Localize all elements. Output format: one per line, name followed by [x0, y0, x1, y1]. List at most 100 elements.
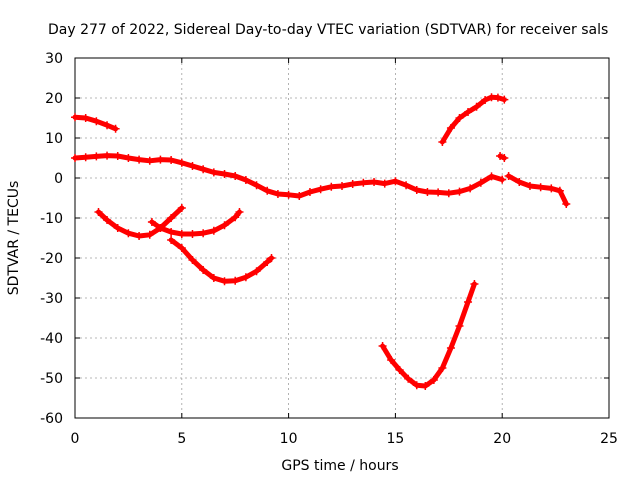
data-point — [124, 229, 133, 238]
data-point — [464, 298, 473, 306]
data-point — [470, 280, 479, 288]
data-point — [94, 208, 103, 216]
data-point — [71, 113, 79, 122]
data-point — [145, 230, 154, 239]
data-point — [500, 154, 509, 162]
data-point — [209, 226, 218, 235]
data-point — [273, 190, 282, 198]
data-point — [199, 229, 208, 238]
data-point — [338, 182, 346, 190]
data-point — [252, 267, 261, 276]
data-point — [525, 182, 534, 190]
series-arc-2 — [71, 151, 507, 200]
data-point — [455, 114, 464, 122]
data-point — [472, 102, 481, 111]
data-point — [438, 138, 447, 146]
data-point — [348, 180, 357, 188]
data-point — [231, 276, 240, 285]
data-point — [71, 154, 79, 162]
data-point — [380, 179, 389, 188]
data-point — [387, 356, 396, 364]
data-point — [446, 124, 455, 132]
data-point — [220, 221, 229, 230]
data-point — [92, 117, 101, 126]
data-point — [177, 158, 186, 167]
series-arc-4 — [147, 208, 244, 238]
data-point — [421, 382, 430, 390]
data-point — [466, 184, 475, 193]
data-point — [199, 266, 208, 274]
data-point — [177, 230, 186, 238]
data-point — [167, 228, 176, 236]
series-arc-7 — [438, 93, 509, 146]
data-point — [81, 153, 90, 162]
data-point — [235, 208, 244, 216]
data-point — [434, 188, 443, 197]
x-tick-label: 0 — [71, 431, 80, 447]
data-point — [395, 366, 404, 374]
y-tick-label: 30 — [45, 51, 63, 67]
data-point — [135, 155, 144, 164]
x-tick-label: 10 — [280, 431, 298, 447]
data-point — [378, 342, 387, 350]
data-point — [423, 188, 432, 196]
series-arc-6 — [378, 280, 479, 390]
y-tick-label: -10 — [40, 211, 63, 227]
y-tick-label: -20 — [40, 251, 63, 267]
data-point — [391, 177, 400, 186]
x-tick-labels: 0 5 10 15 20 25 — [71, 431, 618, 447]
data-point — [231, 213, 240, 222]
x-tick-label: 25 — [600, 431, 618, 447]
data-point — [113, 152, 122, 160]
data-point — [167, 236, 176, 244]
y-tick-label: 20 — [45, 91, 63, 107]
y-tick-label: -40 — [40, 331, 63, 347]
plot-frame — [74, 57, 610, 419]
data-point — [177, 204, 186, 212]
data-point — [220, 277, 229, 286]
data-point — [455, 322, 464, 330]
series-trace — [149, 209, 242, 237]
data-point — [81, 114, 90, 122]
data-point — [145, 156, 154, 165]
data-point — [113, 224, 122, 232]
data-point — [547, 184, 556, 193]
data-point — [103, 216, 112, 224]
x-tick-label: 15 — [386, 431, 404, 447]
data-point — [429, 376, 438, 384]
data-point — [241, 273, 250, 282]
data-point — [305, 188, 314, 196]
data-point — [555, 186, 564, 195]
data-point — [500, 95, 509, 104]
grid — [75, 58, 609, 418]
data-point — [263, 186, 272, 195]
data-point — [220, 170, 229, 178]
series-arc-1 — [71, 113, 120, 133]
data-point — [167, 214, 176, 222]
data-point — [267, 254, 276, 262]
data-point — [92, 152, 101, 161]
data-point — [231, 172, 240, 180]
data-point — [536, 183, 545, 192]
data-point — [316, 185, 325, 194]
series-arc-5 — [167, 236, 276, 286]
data-point — [103, 121, 112, 130]
data-point — [147, 218, 156, 226]
data-point — [156, 155, 165, 164]
series-arc-8 — [496, 152, 509, 162]
x-tick-label: 5 — [177, 431, 186, 447]
data-point — [263, 258, 272, 266]
y-tick-label: 10 — [45, 131, 63, 147]
data-point — [135, 232, 144, 240]
data-point — [487, 172, 496, 181]
axis-ticks — [74, 57, 610, 419]
data-point — [476, 178, 485, 187]
data-point — [446, 344, 455, 352]
data-point — [295, 192, 304, 200]
data-point — [209, 274, 218, 282]
data-point — [493, 93, 502, 102]
data-point — [438, 364, 447, 372]
y-tick-labels: -60 -50 -40 -30 -20 -10 0 10 20 30 — [40, 51, 63, 427]
